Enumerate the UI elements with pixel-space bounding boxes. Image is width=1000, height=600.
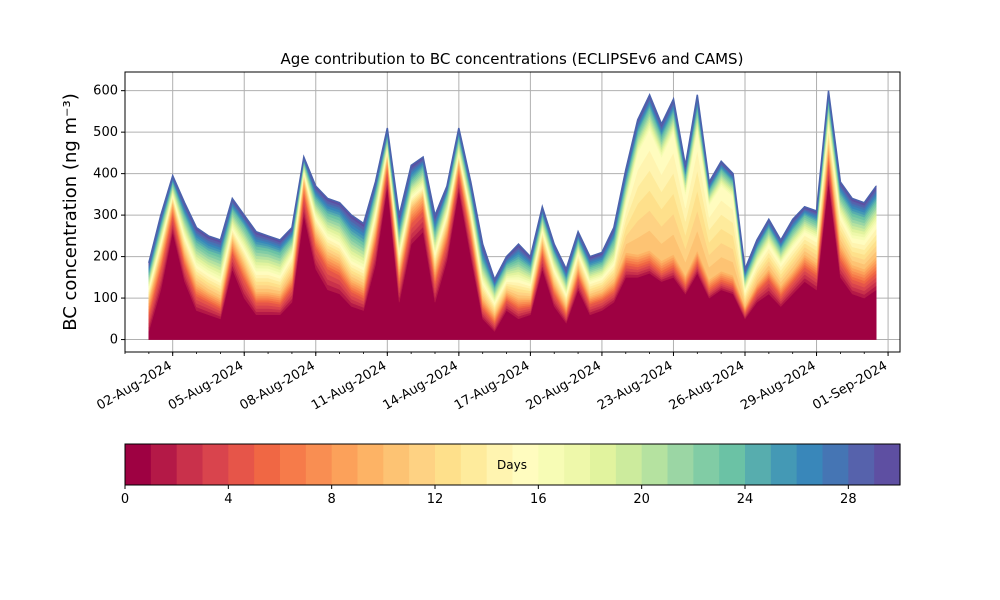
colorbar-swatch [745, 444, 772, 485]
colorbar-tick-label: 16 [530, 492, 547, 507]
colorbar-swatch [512, 444, 539, 485]
colorbar-swatch [641, 444, 669, 485]
x-tick-label: 01-Sep-2024 [810, 358, 890, 413]
x-tick-label: 17-Aug-2024 [452, 358, 532, 413]
colorbar-swatch [822, 444, 849, 485]
y-tick-label: 300 [93, 208, 118, 223]
x-tick-label: 20-Aug-2024 [524, 358, 604, 413]
x-tick-label: 11-Aug-2024 [309, 358, 389, 413]
y-axis: 0 100 200 300 400 500 600 [93, 84, 125, 348]
colorbar-tick-label: 20 [633, 492, 650, 507]
y-tick-label: 600 [93, 84, 118, 99]
colorbar-swatch [693, 444, 720, 485]
x-tick-label: 26-Aug-2024 [667, 358, 747, 413]
x-tick-label: 14-Aug-2024 [381, 358, 461, 413]
x-tick-label: 23-Aug-2024 [595, 358, 675, 413]
colorbar-swatch [590, 444, 617, 485]
colorbar-swatch [357, 444, 384, 485]
colorbar-swatch [770, 444, 798, 485]
colorbar-tick-label: 12 [427, 492, 444, 507]
colorbar-tick-label: 28 [840, 492, 857, 507]
colorbar-swatch [796, 444, 824, 485]
y-tick-label: 200 [93, 250, 118, 265]
x-tick-label: 08-Aug-2024 [237, 358, 317, 413]
colorbar-swatch [874, 444, 901, 485]
colorbar-swatch [667, 444, 694, 485]
colorbar-swatch [305, 444, 333, 485]
colorbar-swatch [202, 444, 229, 485]
colorbar-swatch [409, 444, 436, 485]
y-tick-label: 100 [93, 291, 118, 306]
colorbar-swatch [460, 444, 488, 485]
colorbar-swatch [280, 444, 307, 485]
x-tick-label: 02-Aug-2024 [94, 358, 174, 413]
colorbar-swatch [848, 444, 875, 485]
colorbar-swatch [486, 444, 514, 485]
colorbar-tick-label: 24 [737, 492, 754, 507]
colorbar-swatch [228, 444, 255, 485]
colorbar-swatch [176, 444, 204, 485]
x-tick-label: 05-Aug-2024 [166, 358, 246, 413]
colorbar: 0 4 8 12 16 20 24 28 [121, 443, 901, 507]
colorbar-tick-label: 4 [224, 492, 232, 507]
plot-frame [124, 71, 901, 353]
colorbar-tick-label: 0 [121, 492, 129, 507]
colorbar-label: Days [497, 458, 527, 472]
colorbar-swatch [435, 444, 462, 485]
stacked-areas [148, 90, 877, 340]
x-tick-label: 29-Aug-2024 [738, 358, 818, 413]
colorbar-swatch [125, 444, 152, 485]
colorbar-frame [124, 443, 901, 486]
y-tick-label: 400 [93, 167, 118, 182]
colorbar-tick-label: 8 [328, 492, 336, 507]
x-axis: 02-Aug-202405-Aug-202408-Aug-202411-Aug-… [94, 352, 890, 414]
colorbar-swatch [383, 444, 410, 485]
total-outline-line [148, 90, 877, 282]
colorbar-swatch [254, 444, 281, 485]
colorbar-swatch [331, 444, 359, 485]
y-tick-label: 500 [93, 125, 118, 140]
y-axis-label: BC concentration (ng m⁻³) [60, 93, 81, 331]
colorbar-swatch [538, 444, 565, 485]
colorbar-swatch [564, 444, 591, 485]
y-tick-label: 0 [110, 333, 118, 348]
colorbar-swatch [719, 444, 746, 485]
chart-title: Age contribution to BC concentrations (E… [281, 50, 744, 68]
colorbar-swatch [150, 444, 178, 485]
colorbar-swatch [615, 444, 643, 485]
